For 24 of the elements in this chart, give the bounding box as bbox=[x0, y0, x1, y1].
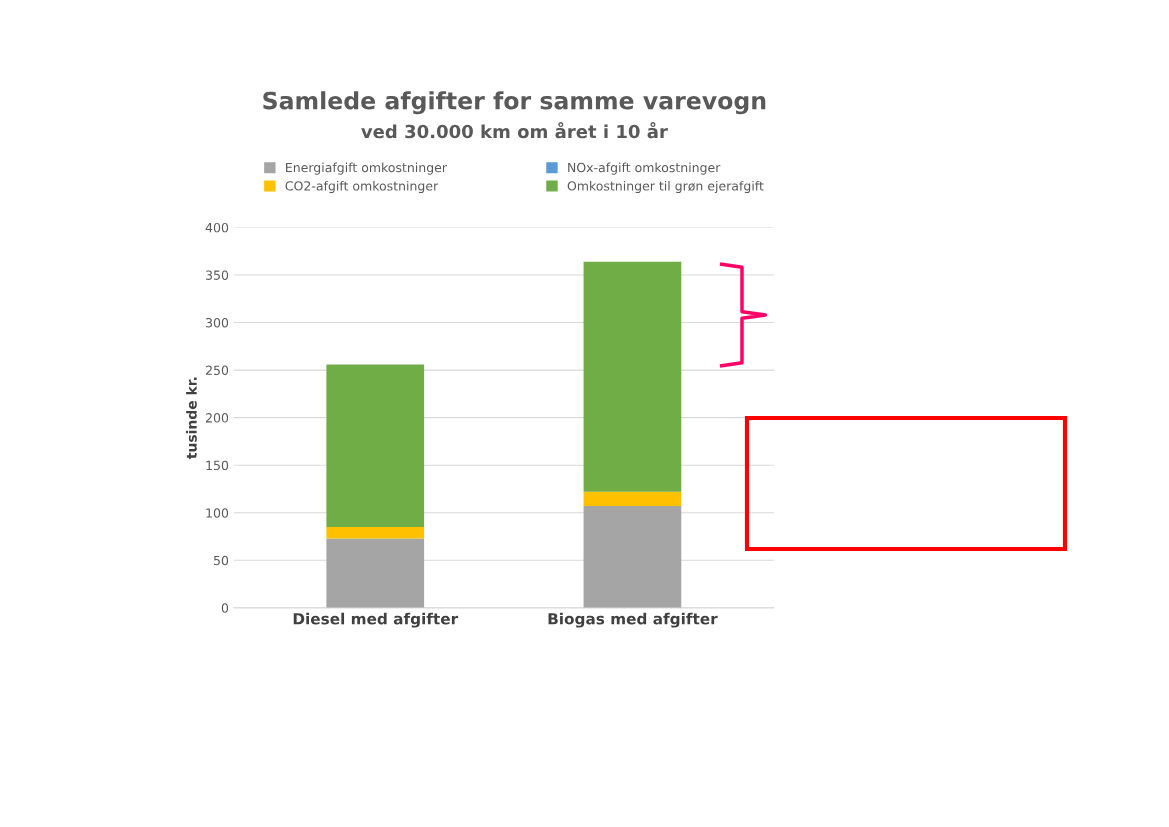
chart-title: Samlede afgifter for samme varevogn bbox=[263, 91, 766, 115]
y-tick-label: 250 bbox=[206, 365, 229, 376]
bar bbox=[583, 506, 682, 608]
legend-label: NOx-afgift omkostninger bbox=[568, 162, 721, 175]
y-axis-title: tusinde kr. bbox=[186, 377, 197, 459]
y-tick-label: 150 bbox=[206, 460, 229, 471]
y-tick-label: 200 bbox=[206, 413, 229, 423]
y-tick-label: 300 bbox=[206, 318, 229, 328]
y-tick-label: 100 bbox=[206, 508, 229, 518]
y-tick-label: 400 bbox=[205, 222, 229, 233]
chart-subtitle: ved 30.000 km om året i 10 år bbox=[361, 122, 668, 139]
bar bbox=[583, 491, 682, 507]
x-tick-label: Diesel med afgifter bbox=[293, 612, 459, 628]
bar bbox=[583, 261, 682, 492]
y-tick-label: 50 bbox=[214, 555, 229, 566]
x-tick-label: Biogas med afgifter bbox=[548, 612, 718, 628]
legend-label: Energiafgift omkostninger bbox=[286, 162, 447, 175]
bar bbox=[326, 527, 425, 539]
legend-label: CO2-afgift omkostninger bbox=[285, 180, 439, 194]
y-tick-label: 350 bbox=[206, 270, 229, 280]
legend-label: Omkostninger til grøn ejerafgift bbox=[567, 180, 764, 194]
bar bbox=[326, 538, 425, 608]
bar bbox=[326, 364, 425, 528]
y-tick-label: 0 bbox=[221, 603, 229, 613]
